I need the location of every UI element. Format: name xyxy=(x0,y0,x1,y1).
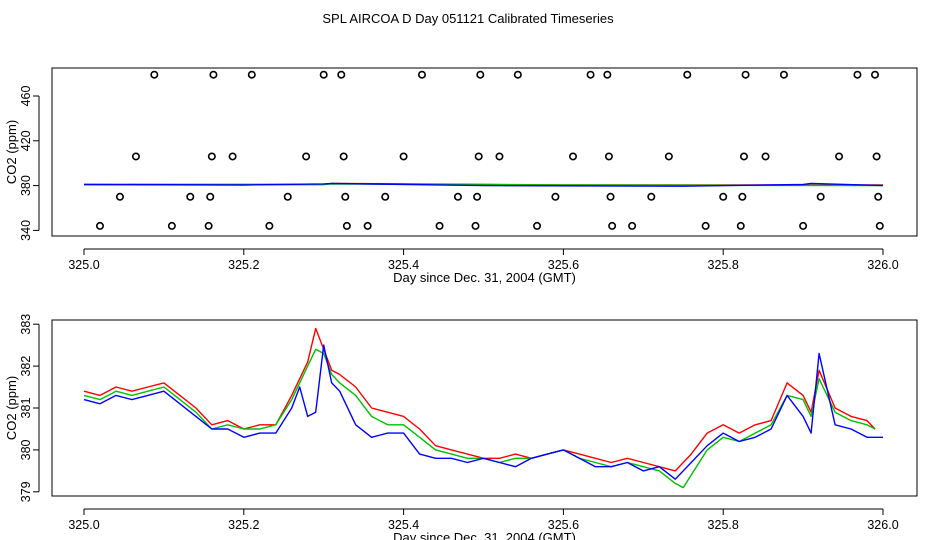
x-tick-label: 325.8 xyxy=(708,258,739,272)
series-line-blue xyxy=(83,344,883,480)
data-point xyxy=(799,221,808,230)
x-tick-label: 326.0 xyxy=(867,258,898,272)
data-point xyxy=(302,152,311,161)
data-point xyxy=(608,221,617,230)
data-point xyxy=(853,70,862,79)
y-tick-label: 380 xyxy=(19,175,33,196)
data-point xyxy=(603,70,612,79)
data-point xyxy=(664,152,673,161)
data-point xyxy=(739,152,748,161)
data-point xyxy=(341,192,350,201)
data-point xyxy=(95,221,104,230)
data-point xyxy=(736,221,745,230)
y-tick-label: 340 xyxy=(19,220,33,241)
series-line-green xyxy=(83,348,876,489)
x-tick-label: 325.6 xyxy=(548,258,579,272)
data-point xyxy=(874,192,883,201)
data-point xyxy=(342,221,351,230)
y-tick-label: 379 xyxy=(19,481,33,502)
data-point xyxy=(586,70,595,79)
data-point xyxy=(399,152,408,161)
data-point xyxy=(471,221,480,230)
data-point xyxy=(337,70,346,79)
series-line-red xyxy=(83,327,876,472)
data-point xyxy=(533,221,542,230)
data-point xyxy=(167,221,176,230)
data-point xyxy=(871,70,880,79)
y-tick-label: 381 xyxy=(19,398,33,419)
data-point xyxy=(875,221,884,230)
data-point xyxy=(761,152,770,161)
data-point xyxy=(701,221,710,230)
x-tick-label: 325.4 xyxy=(388,518,419,532)
data-point xyxy=(568,152,577,161)
data-point xyxy=(339,152,348,161)
data-point xyxy=(741,70,750,79)
bottom-panel: 325.0 325.2 325.4 325.6 325.8 326.0 Day since … xyxy=(4,314,918,540)
y-tick-label: 380 xyxy=(19,439,33,460)
data-point xyxy=(228,152,237,161)
data-point xyxy=(381,192,390,201)
data-point xyxy=(606,192,615,201)
data-point xyxy=(513,70,522,79)
x-tick-label: 325.0 xyxy=(68,258,99,272)
data-point xyxy=(738,192,747,201)
data-point xyxy=(265,221,274,230)
y-tick-label: 420 xyxy=(19,130,33,151)
data-point xyxy=(872,152,881,161)
data-point xyxy=(473,192,482,201)
data-point xyxy=(417,70,426,79)
data-point xyxy=(628,221,637,230)
top-panel: 325.0 325.2 325.4 325.6 325.8 326.0 Day since … xyxy=(4,67,918,285)
y-tick-label: 460 xyxy=(19,86,33,107)
series-line-blue xyxy=(83,182,884,187)
data-point xyxy=(206,192,215,201)
data-point xyxy=(204,221,213,230)
data-point xyxy=(435,221,444,230)
y-axis-label: CO2 (ppm) xyxy=(4,376,19,440)
data-point xyxy=(474,152,483,161)
x-axis-label: Day since Dec. 31, 2004 (GMT) xyxy=(393,270,576,285)
y-axis-label: CO2 (ppm) xyxy=(4,120,19,184)
data-point xyxy=(476,70,485,79)
data-point xyxy=(604,152,613,161)
data-point xyxy=(719,192,728,201)
plot-frame xyxy=(51,319,918,497)
data-point xyxy=(207,152,216,161)
x-tick-label: 325.6 xyxy=(548,518,579,532)
x-tick-label: 325.0 xyxy=(68,518,99,532)
data-point xyxy=(247,70,256,79)
data-point xyxy=(363,221,372,230)
x-tick-label: 325.2 xyxy=(228,258,259,272)
x-tick-label: 325.4 xyxy=(388,258,419,272)
x-tick-label: 325.2 xyxy=(228,518,259,532)
x-tick-label: 326.0 xyxy=(867,518,898,532)
data-point xyxy=(186,192,195,201)
x-tick-label: 325.8 xyxy=(708,518,739,532)
data-point xyxy=(115,192,124,201)
figure-title: SPL AIRCOA D Day 051121 Calibrated Times… xyxy=(322,11,614,26)
data-point xyxy=(816,192,825,201)
x-axis-label: Day since Dec. 31, 2004 (GMT) xyxy=(393,530,576,540)
data-point xyxy=(835,152,844,161)
data-point xyxy=(683,70,692,79)
data-point xyxy=(283,192,292,201)
data-point xyxy=(495,152,504,161)
y-tick-label: 383 xyxy=(19,314,33,335)
data-point xyxy=(319,70,328,79)
plot-frame xyxy=(51,67,918,237)
data-point xyxy=(131,152,140,161)
data-point xyxy=(453,192,462,201)
data-point xyxy=(150,70,159,79)
data-point xyxy=(551,192,560,201)
data-point xyxy=(647,192,656,201)
data-point xyxy=(209,70,218,79)
data-point xyxy=(779,70,788,79)
y-tick-label: 382 xyxy=(19,356,33,377)
